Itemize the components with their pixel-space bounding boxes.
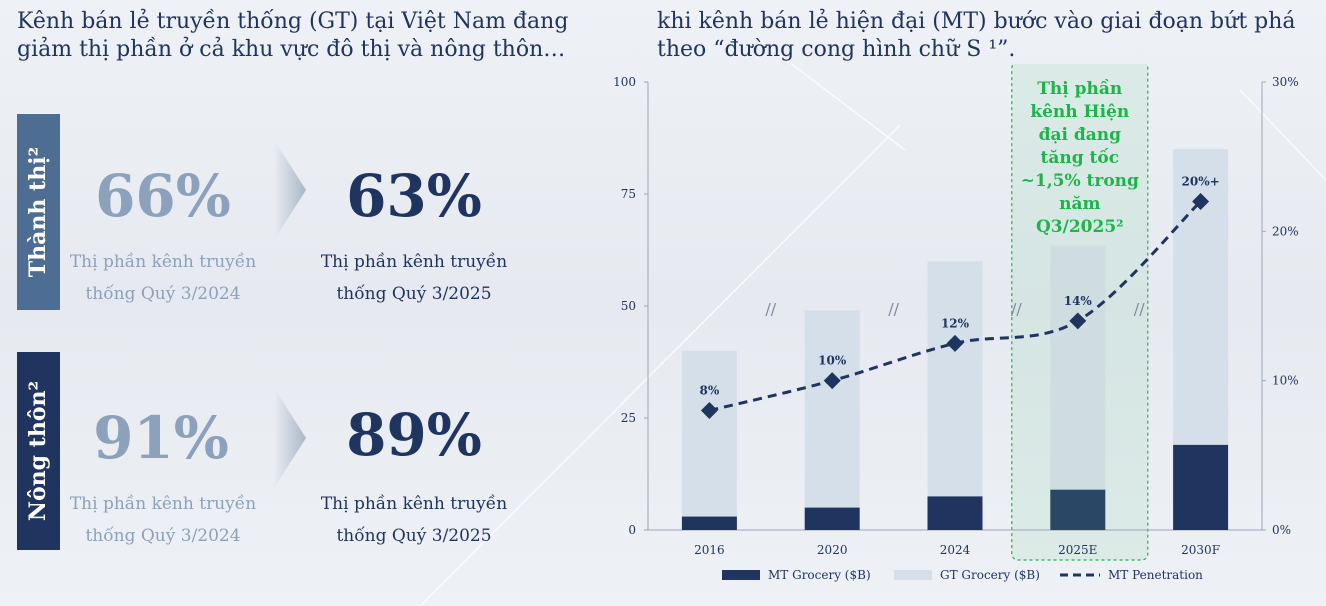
- axis-break-mark: //: [888, 299, 899, 318]
- left-heading: Kênh bán lẻ truyền thống (GT) tại Việt N…: [17, 9, 569, 62]
- rural-label: Nông thôn²: [25, 380, 52, 522]
- gt-bar: [804, 310, 860, 508]
- penetration-point: [946, 334, 964, 352]
- right-tick-label: 20%: [1272, 224, 1299, 238]
- mt-bar: [1050, 489, 1106, 530]
- x-tick-label: 2025E: [1058, 543, 1097, 557]
- left-tick-label: 0: [628, 523, 636, 537]
- left-tick-label: 25: [621, 411, 636, 425]
- legend-label-gt: GT Grocery ($B): [940, 568, 1040, 582]
- gt-bar: [927, 261, 983, 497]
- urban-label-box: Thành thị²: [17, 114, 60, 310]
- left-tick-label: 75: [621, 187, 636, 201]
- gt-bar: [1050, 245, 1106, 490]
- axis-break-mark: //: [1134, 299, 1145, 318]
- penetration-data-label: 14%: [1064, 294, 1093, 308]
- gt-bar: [681, 350, 737, 517]
- right-tick-label: 30%: [1272, 75, 1299, 89]
- urban-new-caption-1: Thị phần kênh truyền: [320, 252, 508, 272]
- highlight-annotation: năm: [1059, 194, 1100, 214]
- legend-swatch-mt: [722, 570, 760, 580]
- left-tick-label: 50: [621, 299, 636, 313]
- rural-new-value: 89%: [346, 401, 482, 469]
- right-tick-label: 0%: [1272, 523, 1291, 537]
- legend-label-mt: MT Grocery ($B): [768, 568, 871, 582]
- highlight-annotation: tăng tốc: [1041, 148, 1120, 168]
- rural-old-caption-2: thống Quý 3/2024: [85, 526, 241, 546]
- rural-chevron-icon: [274, 388, 306, 488]
- highlight-annotation: kênh Hiện: [1030, 102, 1129, 122]
- penetration-data-label: 10%: [818, 354, 847, 368]
- legend-label-penetration: MT Penetration: [1108, 568, 1203, 582]
- x-tick-label: 2016: [694, 543, 725, 557]
- x-tick-label: 2030F: [1181, 543, 1220, 557]
- highlight-annotation: ~1,5% trong: [1021, 171, 1139, 191]
- rural-old-value: 91%: [93, 404, 229, 472]
- penetration-data-label: 20%+: [1182, 174, 1220, 188]
- urban-old-caption-1: Thị phần kênh truyền: [69, 252, 257, 272]
- right-tick-label: 10%: [1272, 374, 1299, 388]
- penetration-point: [1069, 312, 1087, 330]
- legend-swatch-gt: [894, 570, 932, 580]
- mt-bar: [681, 516, 737, 530]
- left-tick-label: 100: [613, 75, 636, 89]
- mt-bar: [927, 496, 983, 530]
- market-share-chart: 0 25 50 75 100 0% 10% 20% 30% 2016 2020 2024 2025E 20…: [613, 64, 1299, 582]
- highlight-annotation: Thị phần: [1037, 79, 1122, 99]
- urban-label: Thành thị²: [25, 146, 52, 278]
- penetration-data-label: 8%: [700, 384, 720, 398]
- urban-new-value: 63%: [346, 162, 482, 230]
- urban-new-caption-2: thống Quý 3/2025: [336, 284, 492, 304]
- rural-new-caption-2: thống Quý 3/2025: [336, 526, 492, 546]
- highlight-annotation: đại đang: [1039, 125, 1122, 145]
- right-heading: khi kênh bán lẻ hiện đại (MT) bước vào g…: [657, 9, 1296, 62]
- penetration-data-label: 12%: [941, 316, 970, 330]
- urban-chevron-icon: [274, 140, 306, 240]
- mt-bar: [1173, 444, 1229, 530]
- urban-old-value: 66%: [95, 162, 231, 230]
- rural-label-box: Nông thôn²: [17, 352, 60, 550]
- x-tick-label: 2024: [940, 543, 971, 557]
- x-tick-label: 2020: [817, 543, 848, 557]
- rural-new-caption-1: Thị phần kênh truyền: [320, 494, 508, 514]
- rural-old-caption-1: Thị phần kênh truyền: [69, 494, 257, 514]
- mt-bar: [804, 507, 860, 530]
- axis-break-mark: //: [1011, 299, 1022, 318]
- highlight-annotation: Q3/2025²: [1036, 217, 1124, 237]
- axis-break-mark: //: [765, 299, 776, 318]
- urban-old-caption-2: thống Quý 3/2024: [85, 284, 241, 304]
